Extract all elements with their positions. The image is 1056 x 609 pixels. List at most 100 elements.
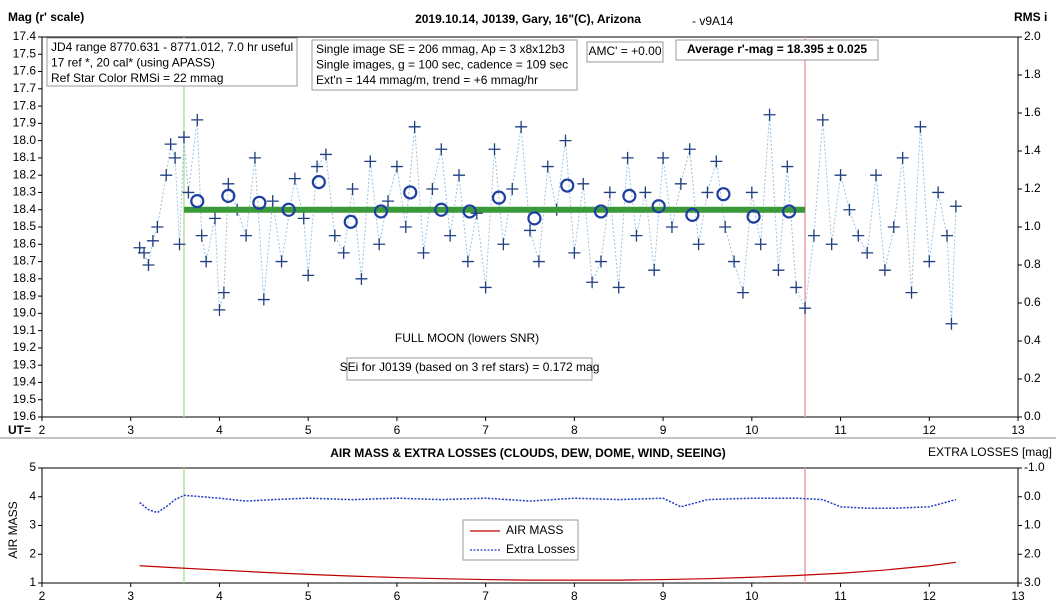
y-tick-label: 18.3 [13, 185, 37, 199]
y-tick-label: 19.4 [13, 375, 37, 389]
data-point [444, 229, 457, 242]
y2-tick-label: 0.6 [1024, 295, 1041, 309]
y-tick-label: 18.5 [13, 219, 37, 233]
data-point [297, 212, 310, 225]
y-tick-label: 18.4 [13, 202, 37, 216]
data-point [736, 286, 749, 299]
data-point [577, 177, 590, 190]
average-point [434, 202, 449, 217]
annotation: Single images, g = 100 sec, cadence = 10… [316, 58, 568, 72]
y2-tick-label: -1.0 [1024, 460, 1045, 474]
average-point [281, 202, 296, 217]
y2-tick-label: 1.2 [1024, 181, 1041, 195]
data-point [941, 229, 954, 242]
annotation-box [46, 37, 298, 87]
x-tick-label: 5 [305, 423, 312, 437]
data-point [311, 160, 324, 173]
data-point [217, 286, 230, 299]
data-point [790, 281, 803, 294]
average-point [190, 193, 205, 209]
y-tick-label: 1 [29, 575, 36, 589]
data-point [799, 302, 812, 315]
data-point [763, 108, 776, 121]
annotation: Ext'n = 144 mmag/m, trend = +6 mmag/hr [316, 73, 538, 87]
data-point [257, 293, 270, 306]
data-point [240, 229, 253, 242]
data-point [213, 303, 226, 316]
x-tick-label: 3 [127, 423, 134, 437]
y-tick-label: 3 [29, 518, 36, 532]
legend-box [462, 519, 579, 561]
annotation: AMC' = +0.00 [589, 44, 662, 58]
data-point [515, 120, 528, 133]
data-point [248, 151, 261, 164]
x-tick-label: 12 [923, 589, 937, 603]
average-point [403, 185, 418, 200]
data-point [807, 229, 820, 242]
data-point [177, 131, 190, 144]
data-point [541, 160, 554, 173]
x-tick-label: 9 [660, 589, 667, 603]
chart-title: 2019.10.14, J0139, Gary, 16"(C), Arizona [415, 12, 641, 26]
average-point [622, 188, 637, 204]
data-point [364, 155, 377, 168]
y2-tick-label: 0.2 [1024, 371, 1041, 385]
y2-tick-label: 0.0 [1024, 489, 1041, 503]
average-point [651, 199, 666, 214]
y-tick-label: 19.5 [13, 392, 37, 406]
y2-tick-label: 1.0 [1024, 219, 1041, 233]
y2-axis-label: EXTRA LOSSES [mag] [928, 445, 1052, 459]
series-line [139, 494, 957, 514]
data-point [896, 151, 909, 164]
x-tick-label: 13 [1011, 589, 1025, 603]
average-point [746, 209, 761, 224]
data-point [288, 172, 301, 185]
y2-tick-label: 0.0 [1024, 409, 1041, 423]
data-point [506, 183, 519, 195]
data-point [435, 143, 448, 156]
annotation: Average r'-mag = 18.395 ± 0.025 [687, 42, 867, 56]
data-point [825, 238, 838, 251]
data-point [843, 203, 856, 216]
y-tick-label: 19.1 [13, 323, 37, 337]
data-point [781, 160, 794, 173]
data-point [852, 229, 865, 242]
data-point [692, 238, 705, 251]
data-point [701, 186, 714, 199]
data-point [532, 255, 545, 268]
x-tick-label: 4 [216, 589, 223, 603]
data-point [559, 134, 572, 147]
data-point [603, 186, 616, 199]
average-point [781, 204, 797, 219]
data-point [453, 169, 466, 182]
y-tick-label: 17.5 [13, 46, 37, 60]
data-point [173, 238, 186, 251]
data-point [497, 238, 510, 251]
data-point [648, 264, 661, 277]
average-point [221, 188, 236, 204]
data-point [612, 281, 625, 294]
data-point [222, 177, 235, 190]
y2-tick-label: 2.0 [1024, 546, 1041, 560]
y-tick-label: 19.3 [13, 357, 37, 371]
data-point [932, 186, 945, 199]
data-point [630, 229, 643, 242]
data-point [568, 246, 581, 259]
data-point [949, 200, 962, 213]
chart-subtitle: - v9A14 [692, 14, 734, 28]
data-point [160, 169, 173, 182]
y-tick-label: 18.0 [13, 133, 37, 147]
legend-label: Extra Losses [506, 542, 575, 556]
data-point [621, 151, 634, 164]
data-point [337, 246, 350, 259]
data-point [914, 120, 927, 133]
data-point [182, 186, 195, 199]
data-point [878, 264, 891, 277]
average-point [491, 190, 507, 205]
y-tick-label: 18.7 [13, 254, 37, 268]
data-point [488, 143, 501, 156]
y-tick-label: 19.0 [13, 306, 37, 320]
y-tick-label: 19.2 [13, 340, 37, 354]
y-axis-label: AIR MASS [6, 501, 20, 558]
